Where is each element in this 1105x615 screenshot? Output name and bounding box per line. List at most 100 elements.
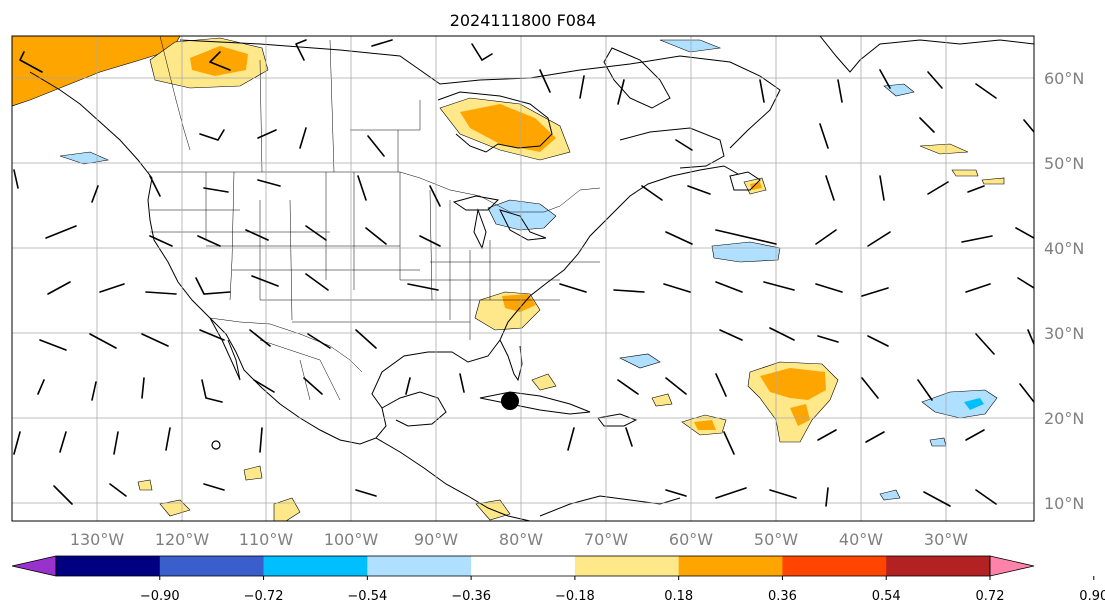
wind-barb xyxy=(39,339,67,351)
wind-barb xyxy=(665,489,687,497)
anomaly-small-yellow-4 xyxy=(159,499,191,517)
wind-barb xyxy=(723,431,735,455)
wind-barb xyxy=(365,227,387,245)
great-lake-huron-erie xyxy=(499,209,547,241)
cuba xyxy=(479,391,591,415)
wind-barb xyxy=(355,489,377,497)
wind-barb xyxy=(257,179,281,187)
lon-label: 110°W xyxy=(239,530,294,549)
lon-label: 60°W xyxy=(669,530,713,549)
wind-barb xyxy=(867,231,891,247)
storm-marker xyxy=(501,392,519,410)
wind-barb xyxy=(617,79,625,105)
anomaly-atlantic-orange xyxy=(760,368,826,400)
anomaly-hudson-orange xyxy=(460,104,556,152)
anomaly-east-blue xyxy=(921,389,998,419)
baffin-island xyxy=(603,47,671,109)
anomaly-nw-orange-core xyxy=(190,46,248,76)
wind-barb xyxy=(625,427,633,447)
wind-barb xyxy=(861,287,889,297)
wind-barb xyxy=(687,185,711,195)
map-panel xyxy=(12,36,1034,521)
wind-barb xyxy=(579,75,585,99)
wind-barb xyxy=(19,51,43,73)
wind-barb xyxy=(145,291,177,295)
wind-barbs xyxy=(13,39,1034,507)
wind-barb xyxy=(13,169,19,189)
colorbar-segment xyxy=(263,556,368,576)
wind-barb xyxy=(141,333,169,347)
anomaly-atlantic-blue xyxy=(711,241,781,263)
anomaly-ne-blue xyxy=(883,83,915,97)
wind-barb xyxy=(367,135,385,157)
wind-barb xyxy=(719,329,743,341)
wind-barb xyxy=(295,39,307,61)
anomaly-mid-atl-yellow-2 xyxy=(951,169,979,177)
map-frame xyxy=(11,35,1035,522)
wind-barb xyxy=(559,283,587,293)
wind-barb xyxy=(825,487,829,507)
wind-barb xyxy=(879,69,891,89)
wind-barb xyxy=(149,175,161,197)
wind-barb xyxy=(867,335,889,347)
gridlines xyxy=(12,36,1034,521)
great-lake-superior xyxy=(452,195,500,211)
wind-barb xyxy=(817,429,837,441)
us-mexico-border xyxy=(209,317,363,373)
wind-barb xyxy=(305,273,329,291)
wind-barb xyxy=(197,235,221,247)
lon-label: 90°W xyxy=(414,530,458,549)
wind-barb xyxy=(1027,329,1034,345)
wind-barb xyxy=(13,431,21,455)
wind-barb xyxy=(471,43,493,62)
colorbar-segment xyxy=(678,556,783,576)
wind-barb xyxy=(257,129,277,139)
us-states-vertical xyxy=(205,171,491,340)
colorbar-segments xyxy=(56,556,991,576)
colorbar-segment xyxy=(886,556,991,576)
wind-barb xyxy=(209,51,231,71)
land-outlines xyxy=(29,36,1034,521)
colorbar-label: 0.54 xyxy=(872,589,901,604)
wind-barb xyxy=(819,123,829,149)
wind-barb xyxy=(817,335,839,343)
lon-label: 130°W xyxy=(70,530,125,549)
wind-barb xyxy=(763,281,795,291)
wind-barb xyxy=(965,283,991,293)
wind-barb xyxy=(99,283,125,293)
wind-barb xyxy=(769,489,797,499)
anomaly-small-blue-2 xyxy=(879,489,901,501)
coastline-west xyxy=(29,71,739,445)
wind-barb xyxy=(251,275,279,287)
lat-label: 40°N xyxy=(1044,239,1084,258)
canada-provinces xyxy=(259,39,421,173)
lat-axis-labels: 60°N 50°N 40°N 30°N 20°N 10°N xyxy=(1044,69,1084,513)
wind-barb xyxy=(927,181,949,195)
anomaly-greatlakes-blue xyxy=(487,199,557,231)
wind-barb xyxy=(961,235,993,243)
coastline-central-america xyxy=(375,437,531,521)
wind-barb xyxy=(109,483,127,497)
colorbar-label: −0.90 xyxy=(140,589,180,604)
wind-barb xyxy=(195,277,231,295)
coastline-florida xyxy=(499,339,523,382)
wind-barb xyxy=(357,175,367,201)
wind-barb xyxy=(923,491,951,507)
wind-barb xyxy=(613,289,645,293)
hispaniola xyxy=(597,413,638,427)
colorbar-label: 0.36 xyxy=(768,589,797,604)
lon-label: 30°W xyxy=(924,530,968,549)
lat-label: 10°N xyxy=(1044,494,1084,513)
wind-barb xyxy=(975,489,997,505)
anomaly-small-yellow-5 xyxy=(137,479,153,491)
us-canada-border xyxy=(148,171,601,213)
wind-barb xyxy=(769,327,795,341)
wind-barb xyxy=(419,235,441,247)
wind-barb xyxy=(45,225,77,239)
labrador-coast xyxy=(619,127,725,169)
lat-label: 30°N xyxy=(1044,324,1084,343)
coastline-yucatan xyxy=(381,391,447,427)
wind-barb xyxy=(715,229,777,245)
wind-barb xyxy=(307,333,331,349)
